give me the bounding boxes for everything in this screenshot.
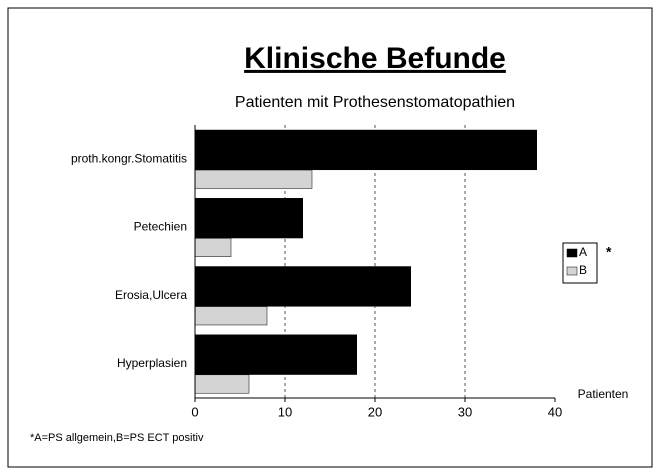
footnote: *A=PS allgemein,B=PS ECT positiv	[30, 432, 204, 444]
x-tick-label: 40	[548, 404, 562, 419]
x-tick-label: 30	[458, 404, 472, 419]
chart-subtitle: Patienten mit Prothesenstomatopathien	[235, 94, 515, 111]
y-tick-label: Petechien	[134, 220, 187, 234]
legend-label: B	[579, 263, 587, 277]
y-tick-label: Hyperplasien	[117, 356, 187, 370]
y-tick-label: proth.kongr.Stomatitis	[71, 151, 187, 165]
bar	[195, 266, 411, 307]
x-tick-label: 20	[368, 404, 382, 419]
bar	[195, 334, 357, 375]
legend-note: *	[606, 244, 612, 260]
x-tick-label: 10	[278, 404, 292, 419]
bar	[194, 374, 250, 394]
chart-title: Klinische Befunde	[244, 42, 506, 75]
frame	[7, 7, 653, 468]
bar	[194, 238, 232, 257]
legend-swatch	[566, 248, 578, 258]
y-tick-label: Erosia,Ulcera	[115, 288, 187, 302]
bar	[194, 306, 268, 326]
x-tick-label: 0	[191, 404, 198, 419]
bar	[195, 198, 303, 239]
bar	[194, 169, 313, 189]
legend-label: A	[579, 245, 587, 259]
legend-swatch	[566, 266, 578, 276]
bar	[195, 129, 537, 171]
x-axis-label: Patienten	[578, 387, 629, 401]
